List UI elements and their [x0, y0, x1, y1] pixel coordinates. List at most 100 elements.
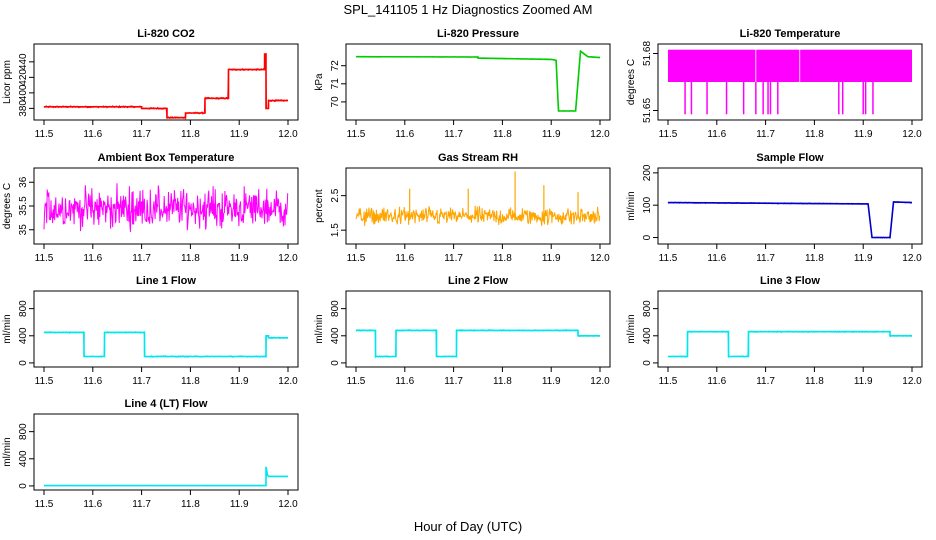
y-tick-label: 35.5	[18, 196, 29, 216]
plot-frame	[657, 167, 923, 245]
x-tick-label: 12.0	[590, 253, 610, 264]
data-series	[667, 330, 913, 359]
x-tick-label: 12.0	[902, 253, 922, 264]
x-tick-label: 12.0	[590, 376, 610, 387]
series-noise	[355, 205, 601, 226]
data-series	[43, 466, 288, 487]
chart-panel: Li-820 Temperature 11.5 11.6 11.7 11.8 11.9 12…	[626, 28, 923, 140]
chart-panel: Li-820 Pressure 11.5 11.6 11.7 11.8 11.9 12.0 7…	[314, 28, 611, 140]
x-tick-label: 11.9	[854, 129, 873, 140]
series-line-noise	[667, 330, 913, 359]
x-tick-label: 11.5	[659, 253, 678, 264]
x-tick-label: 11.7	[444, 376, 463, 387]
series-line-noise	[667, 200, 913, 240]
data-series	[43, 330, 289, 359]
figure-xlabel: Hour of Day (UTC)	[414, 519, 522, 534]
x-tick-label: 11.7	[756, 129, 775, 140]
y-tick-label: 0	[18, 360, 29, 366]
y-tick-label: 400	[330, 327, 341, 344]
plot-frame	[345, 43, 611, 121]
plot-frame	[657, 43, 923, 121]
y-tick-label: 1.5	[330, 223, 341, 237]
panel-title: Sample Flow	[756, 152, 824, 164]
y-tick-label: 0	[18, 483, 29, 489]
x-tick-label: 11.6	[83, 499, 102, 510]
panel-title: Li-820 CO2	[137, 28, 194, 40]
x-tick-label: 11.8	[805, 129, 824, 140]
panel-title: Li-820 Pressure	[437, 28, 519, 40]
x-tick-label: 12.0	[278, 376, 298, 387]
x-tick-label: 11.5	[659, 376, 678, 387]
x-tick-label: 11.9	[230, 376, 249, 387]
x-tick-label: 11.5	[35, 129, 54, 140]
y-axis-label: ml/min	[626, 314, 637, 343]
x-tick-label: 12.0	[278, 129, 298, 140]
x-tick-label: 12.0	[278, 253, 298, 264]
plot-frame	[33, 413, 299, 491]
y-axis-label: ml/min	[2, 437, 13, 466]
panel-title: Li-820 Temperature	[740, 28, 841, 40]
panel-title: Line 1 Flow	[136, 275, 196, 287]
y-tick-label: 200	[642, 164, 653, 181]
y-tick-label: 400	[18, 84, 29, 101]
chart-panel: Line 2 Flow 11.5 11.6 11.7 11.8 11.9 12.0 0 400 8…	[314, 275, 611, 387]
x-tick-label: 11.6	[707, 376, 726, 387]
data-series	[668, 49, 912, 115]
data-series	[355, 171, 601, 226]
x-tick-label: 11.5	[347, 129, 366, 140]
figure-title: SPL_141105 1 Hz Diagnostics Zoomed AM	[343, 2, 592, 17]
x-tick-label: 11.9	[854, 253, 873, 264]
x-tick-label: 11.5	[659, 129, 678, 140]
series-line	[44, 466, 288, 487]
plot-frame	[657, 290, 923, 368]
y-tick-label: 800	[18, 423, 29, 440]
x-tick-label: 11.5	[347, 376, 366, 387]
x-tick-label: 11.9	[230, 129, 249, 140]
y-axis-label: degrees C	[2, 183, 13, 229]
series-line-noise	[43, 330, 289, 359]
x-tick-label: 11.7	[132, 253, 151, 264]
chart-panel: Line 3 Flow 11.5 11.6 11.7 11.8 11.9 12.0 0 400 8…	[626, 275, 923, 387]
x-tick-label: 11.5	[35, 499, 54, 510]
chart-panel: Line 4 (LT) Flow 11.5 11.6 11.7 11.8 11.9 12.0…	[2, 398, 299, 510]
data-series	[355, 328, 600, 359]
x-tick-label: 11.9	[542, 376, 561, 387]
y-axis-label: percent	[314, 189, 325, 223]
panel-title: Line 3 Flow	[760, 275, 820, 287]
x-tick-label: 12.0	[902, 376, 922, 387]
x-tick-label: 11.9	[542, 253, 561, 264]
panel-title: Gas Stream RH	[438, 152, 518, 164]
x-tick-label: 11.7	[132, 376, 151, 387]
x-tick-label: 11.9	[230, 253, 249, 264]
x-tick-label: 11.8	[181, 376, 200, 387]
plot-frame	[33, 290, 299, 368]
y-tick-label: 0	[642, 234, 653, 240]
x-tick-label: 12.0	[590, 129, 610, 140]
y-tick-label: 800	[18, 300, 29, 317]
series-line	[356, 329, 600, 358]
x-tick-label: 11.8	[805, 376, 824, 387]
y-tick-label: 36	[18, 176, 29, 188]
y-tick-label: 2.5	[330, 188, 341, 202]
y-tick-label: 400	[642, 327, 653, 344]
x-tick-label: 11.6	[395, 129, 414, 140]
x-tick-label: 12.0	[278, 499, 298, 510]
series-line-noise	[43, 52, 289, 120]
y-axis-label: ml/min	[2, 314, 13, 343]
y-tick-label: 35	[18, 224, 29, 236]
y-tick-label: 800	[330, 300, 341, 317]
x-tick-label: 11.8	[181, 499, 200, 510]
y-tick-label: 800	[642, 300, 653, 317]
y-tick-label: 100	[642, 196, 653, 213]
series-line-noise	[355, 328, 600, 359]
x-tick-label: 11.6	[707, 129, 726, 140]
x-tick-label: 12.0	[902, 129, 922, 140]
series-line	[667, 201, 913, 239]
x-tick-label: 11.9	[230, 499, 249, 510]
data-series	[43, 183, 289, 233]
y-tick-label: 400	[18, 450, 29, 467]
x-tick-label: 11.9	[542, 129, 561, 140]
x-tick-label: 11.6	[83, 129, 102, 140]
